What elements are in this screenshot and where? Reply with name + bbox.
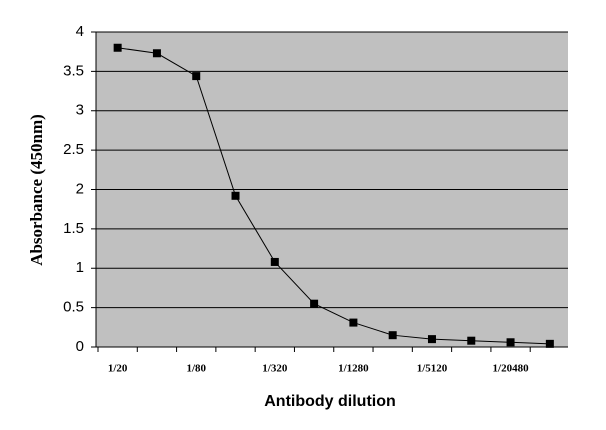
y-tick-label: 2.5 bbox=[63, 141, 84, 158]
x-tick-label: 1/5120 bbox=[417, 363, 448, 375]
data-point bbox=[467, 336, 476, 345]
data-point bbox=[113, 43, 122, 52]
y-tick-label: 0.5 bbox=[63, 299, 84, 316]
data-line bbox=[117, 47, 550, 345]
y-tick-label: 0 bbox=[76, 338, 84, 355]
x-axis-title: Antibody dilution bbox=[264, 393, 396, 410]
y-tick-label: 1.5 bbox=[63, 220, 84, 237]
data-point bbox=[310, 299, 319, 308]
data-point bbox=[545, 339, 554, 348]
y-tick-label: 1 bbox=[76, 259, 84, 276]
x-tick-label: 1/20480 bbox=[493, 363, 530, 375]
y-tick-label: 3 bbox=[76, 102, 84, 119]
data-point bbox=[506, 338, 515, 347]
x-tick-label: 1/320 bbox=[262, 363, 288, 375]
x-tick-label: 1/80 bbox=[186, 363, 206, 375]
y-tick-label: 3.5 bbox=[63, 62, 84, 79]
y-tick-label: 4 bbox=[76, 23, 84, 40]
y-axis-title: Absorbance (450nm) bbox=[27, 114, 46, 266]
data-point bbox=[427, 335, 436, 344]
data-point bbox=[192, 72, 201, 81]
data-point bbox=[349, 318, 358, 327]
data-point bbox=[270, 257, 279, 266]
data-point bbox=[152, 49, 161, 58]
x-tick-label: 1/20 bbox=[108, 363, 128, 375]
x-tick-label: 1/1280 bbox=[338, 363, 369, 375]
data-point bbox=[388, 331, 397, 340]
data-point bbox=[231, 191, 240, 200]
y-tick-label: 2 bbox=[76, 180, 84, 197]
